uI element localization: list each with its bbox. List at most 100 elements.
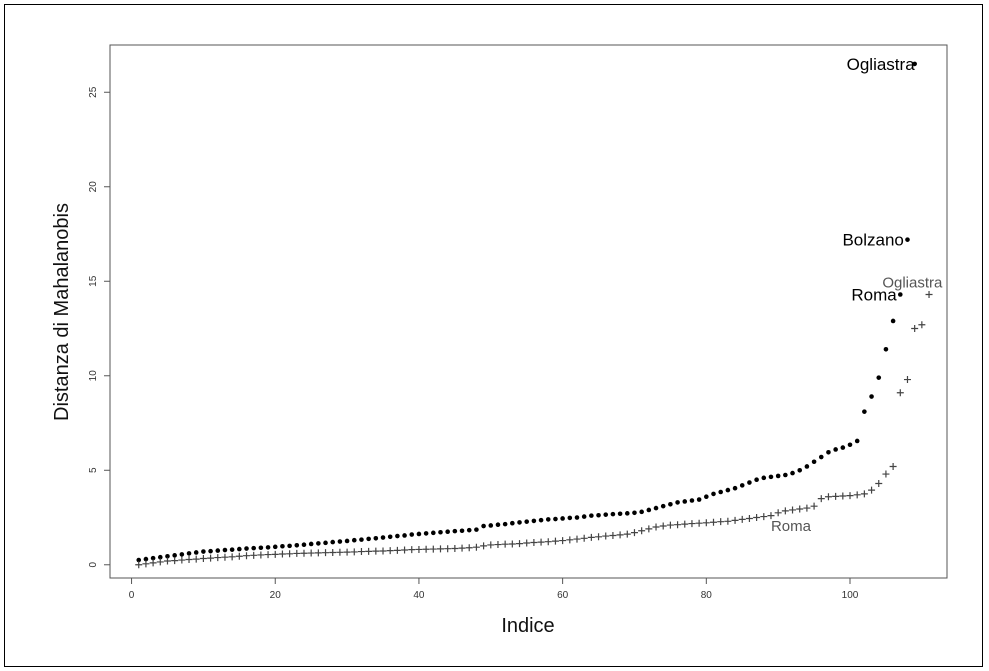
data-point-dot	[862, 409, 867, 414]
data-point-dot	[150, 555, 156, 561]
data-point-dot	[711, 491, 716, 497]
data-point-dot	[179, 552, 185, 557]
data-point-plus	[738, 515, 746, 523]
data-point-dot	[143, 556, 149, 562]
data-point-plus	[688, 520, 696, 528]
data-point-plus	[903, 376, 911, 384]
data-point-dot	[912, 61, 917, 67]
data-point-plus	[724, 517, 732, 525]
data-point-plus	[393, 546, 401, 554]
x-tick-label: 60	[557, 590, 569, 601]
data-point-plus	[918, 321, 926, 329]
data-point-dot	[560, 516, 565, 521]
data-point-dot	[517, 520, 522, 525]
data-point-plus	[824, 493, 832, 501]
data-point-plus	[695, 519, 703, 527]
data-point-plus	[630, 529, 638, 537]
data-point-dot	[409, 532, 415, 537]
data-point-plus	[717, 518, 725, 526]
data-point-plus	[250, 551, 258, 559]
data-point-plus	[472, 543, 480, 551]
data-point-plus	[322, 549, 330, 557]
x-tick-label: 80	[701, 590, 713, 601]
data-point-plus	[401, 546, 409, 554]
data-point-plus	[379, 547, 387, 555]
data-point-plus	[436, 545, 444, 553]
data-point-plus	[149, 559, 157, 567]
x-tick-label: 40	[413, 590, 425, 601]
data-point-plus	[767, 512, 775, 520]
data-point-plus	[645, 525, 653, 533]
data-point-dot	[854, 438, 860, 444]
data-point-plus	[199, 555, 207, 563]
data-point-dot	[574, 515, 580, 520]
data-point-plus	[286, 550, 294, 558]
data-point-plus	[386, 547, 394, 555]
data-point-dot	[488, 523, 494, 528]
point-annotation: Ogliastra	[882, 274, 943, 291]
data-point-plus	[925, 290, 933, 298]
data-point-dot	[596, 512, 601, 518]
data-point-dot	[157, 554, 163, 560]
data-point-dot	[646, 507, 652, 513]
data-point-plus	[868, 486, 876, 494]
data-point-plus	[616, 531, 624, 539]
point-annotation: Bolzano	[842, 231, 903, 250]
data-point-dot	[136, 557, 142, 563]
data-point-dot	[351, 537, 357, 543]
data-point-plus	[178, 556, 186, 564]
data-point-plus	[602, 532, 610, 540]
data-point-plus	[860, 490, 868, 498]
data-point-plus	[494, 541, 502, 549]
y-tick-label: 15	[88, 275, 99, 287]
data-point-plus	[846, 492, 854, 500]
data-point-plus	[580, 534, 588, 542]
data-point-dot	[811, 459, 817, 465]
point-annotation: Roma	[771, 518, 812, 535]
data-point-dot	[380, 535, 386, 540]
data-point-dot	[696, 497, 702, 502]
data-point-plus	[163, 557, 171, 565]
data-point-plus	[573, 535, 581, 543]
data-point-dot	[280, 543, 285, 549]
data-point-dot	[675, 500, 680, 505]
data-point-dot	[452, 528, 458, 534]
data-point-dot	[402, 533, 407, 538]
data-point-dot	[567, 515, 573, 521]
data-point-plus	[501, 540, 509, 548]
data-point-plus	[422, 545, 430, 553]
data-point-dot	[545, 517, 551, 522]
data-point-plus	[537, 538, 545, 546]
data-point-dot	[790, 470, 795, 476]
series-2	[135, 290, 933, 569]
data-point-dot	[869, 394, 874, 399]
data-point-plus	[674, 521, 682, 529]
data-point-dot	[201, 549, 206, 554]
data-point-plus	[508, 540, 516, 548]
data-point-dot	[531, 518, 537, 524]
data-point-dot	[193, 550, 199, 555]
data-point-dot	[704, 494, 709, 500]
data-point-dot	[316, 541, 321, 546]
data-point-plus	[372, 547, 380, 555]
data-point-plus	[156, 558, 164, 566]
data-point-dot	[847, 442, 853, 448]
x-tick-label: 100	[842, 590, 859, 601]
data-point-dot	[797, 467, 803, 473]
data-point-dot	[258, 545, 264, 551]
data-point-dot	[186, 551, 192, 556]
y-axis: 0 5 10 15 20 25	[88, 86, 111, 568]
data-point-plus	[207, 554, 215, 562]
data-point-plus	[487, 541, 495, 549]
point-annotation: Roma	[851, 285, 897, 304]
data-point-plus	[832, 492, 840, 500]
x-axis-title: Indice	[501, 615, 554, 637]
data-point-dot	[624, 511, 630, 516]
data-point-plus	[911, 325, 919, 333]
data-point-dot	[359, 537, 364, 542]
data-point-plus	[753, 514, 761, 522]
data-point-plus	[659, 522, 667, 530]
series-layer	[135, 61, 933, 569]
data-point-dot	[474, 527, 479, 532]
